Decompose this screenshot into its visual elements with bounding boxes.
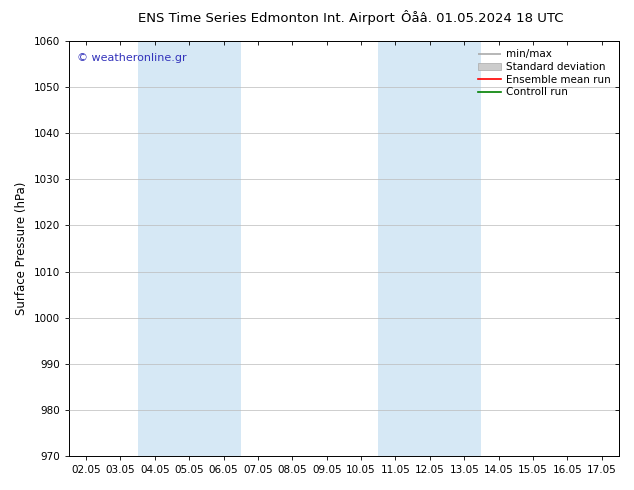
Y-axis label: Surface Pressure (hPa): Surface Pressure (hPa)	[15, 182, 28, 315]
Text: Ôåâ. 01.05.2024 18 UTC: Ôåâ. 01.05.2024 18 UTC	[401, 12, 563, 25]
Bar	[138, 41, 241, 456]
Text: ENS Time Series Edmonton Int. Airport: ENS Time Series Edmonton Int. Airport	[138, 12, 394, 25]
Legend: min/max, Standard deviation, Ensemble mean run, Controll run: min/max, Standard deviation, Ensemble me…	[475, 46, 614, 100]
Text: © weatheronline.gr: © weatheronline.gr	[77, 53, 186, 64]
Bar	[378, 41, 481, 456]
